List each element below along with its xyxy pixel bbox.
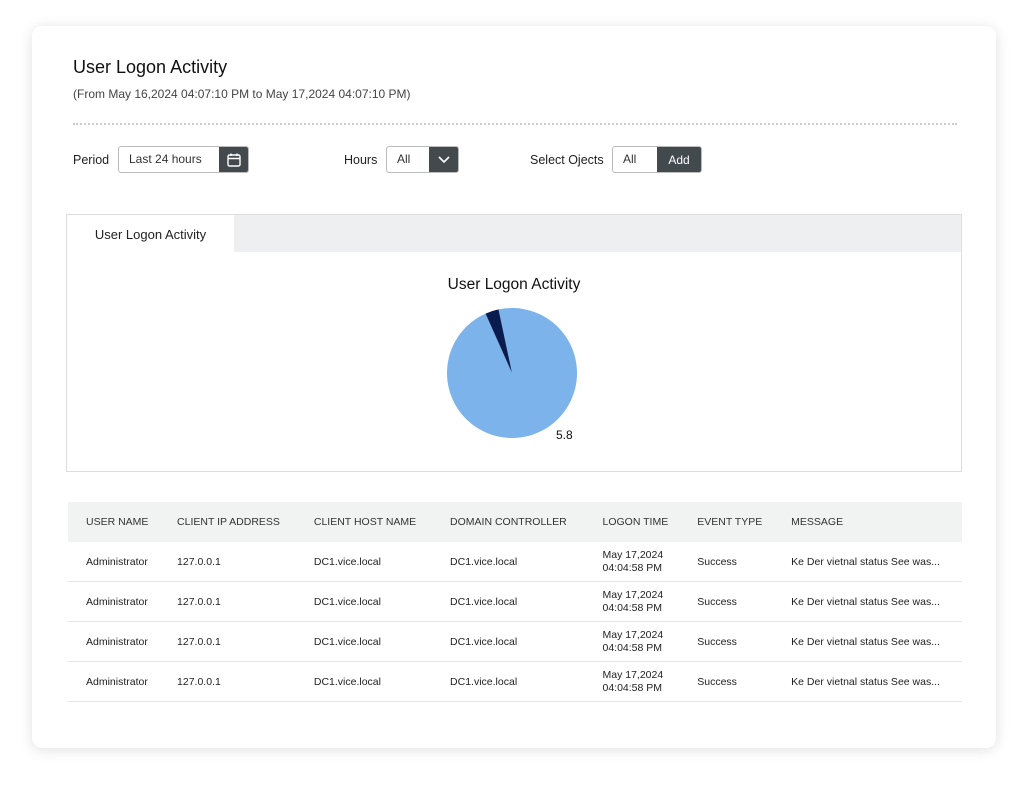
objects-all-button[interactable]: All [623, 152, 637, 166]
table-row[interactable]: Administrator 127.0.0.1 DC1.vice.local DC1.… [68, 542, 962, 582]
calendar-icon[interactable] [219, 147, 248, 172]
logon-table: USER NAME CLIENT IP ADDRESS CLIENT HOST NA… [68, 502, 962, 702]
table-cell: Ke Der vietnal status See was... [773, 581, 962, 622]
table-cell: May 17,2024 04:04:58 PM [584, 661, 680, 702]
table-cell: 127.0.0.1 [159, 661, 296, 702]
table-cell: Ke Der vietnal status See was... [773, 621, 962, 662]
report-card: User Logon Activity (From May 16,2024 04… [32, 26, 996, 748]
tab-bar: User Logon Activity [67, 215, 961, 253]
pie-slice[interactable] [485, 309, 512, 373]
table-row[interactable]: Administrator 127.0.0.1 DC1.vice.local DC1.… [68, 621, 962, 662]
table-cell: May 17,2024 04:04:58 PM [584, 581, 680, 622]
column-header[interactable]: DOMAIN CONTROLLER [432, 502, 585, 542]
column-header[interactable]: LOGON TIME [584, 502, 680, 542]
pie-chart: 5.8 [446, 308, 577, 442]
tab-user-logon-activity[interactable]: User Logon Activity [67, 215, 234, 253]
table-cell: DC1.vice.local [295, 661, 433, 702]
table-cell: DC1.vice.local [432, 542, 585, 582]
period-label: Period [73, 153, 110, 167]
table-cell: DC1.vice.local [432, 621, 585, 662]
table-cell: Administrator [68, 542, 160, 582]
table-cell: Success [679, 621, 774, 662]
divider [73, 123, 957, 125]
period-value: Last 24 hours [129, 152, 202, 166]
table-row[interactable]: Administrator 127.0.0.1 DC1.vice.local DC1.… [68, 581, 962, 622]
table-cell: DC1.vice.local [295, 542, 433, 582]
period-picker[interactable]: Last 24 hours [118, 146, 249, 173]
table-cell: Success [679, 661, 774, 702]
table-cell: Administrator [68, 621, 160, 662]
table-cell: DC1.vice.local [295, 621, 433, 662]
table-cell: 127.0.0.1 [159, 621, 296, 662]
table-cell: Administrator [68, 581, 160, 622]
chart-title: User Logon Activity [447, 276, 581, 293]
table-cell: DC1.vice.local [432, 661, 585, 702]
table-cell: 127.0.0.1 [159, 542, 296, 582]
page-title: User Logon Activity [73, 57, 228, 77]
objects-add-button[interactable]: Add [657, 147, 701, 172]
table-cell: Success [679, 581, 774, 622]
hours-label: Hours [344, 153, 378, 167]
hours-value: All [397, 152, 411, 166]
table-cell: May 17,2024 04:04:58 PM [584, 542, 680, 582]
table-cell: Administrator [68, 661, 160, 702]
column-header[interactable]: USER NAME [68, 502, 160, 542]
chevron-down-icon[interactable] [429, 147, 458, 172]
table-header-row: USER NAME CLIENT IP ADDRESS CLIENT HOST NA… [68, 502, 962, 542]
slice-label: 5.8 [556, 428, 573, 442]
hours-dropdown[interactable]: All [386, 146, 459, 173]
table-cell: Ke Der vietnal status See was... [773, 661, 962, 702]
table-cell: Success [679, 542, 774, 582]
column-header[interactable]: CLIENT IP ADDRESS [159, 502, 296, 542]
chart-panel: User Logon Activity User Logon Activity … [66, 214, 962, 472]
table-cell: DC1.vice.local [295, 581, 433, 622]
table-row[interactable]: Administrator 127.0.0.1 DC1.vice.local DC1.… [68, 661, 962, 702]
objects-selector: All Add [612, 146, 702, 173]
objects-label: Select Ojects [530, 153, 604, 167]
date-range: (From May 16,2024 04:07:10 PM to May 17,… [73, 87, 411, 101]
table-cell: May 17,2024 04:04:58 PM [584, 621, 680, 662]
column-header[interactable]: MESSAGE [773, 502, 962, 542]
column-header[interactable]: CLIENT HOST NAME [295, 502, 433, 542]
column-header[interactable]: EVENT TYPE [679, 502, 774, 542]
table-cell: Ke Der vietnal status See was... [773, 542, 962, 582]
table-cell: 127.0.0.1 [159, 581, 296, 622]
table-cell: DC1.vice.local [432, 581, 585, 622]
